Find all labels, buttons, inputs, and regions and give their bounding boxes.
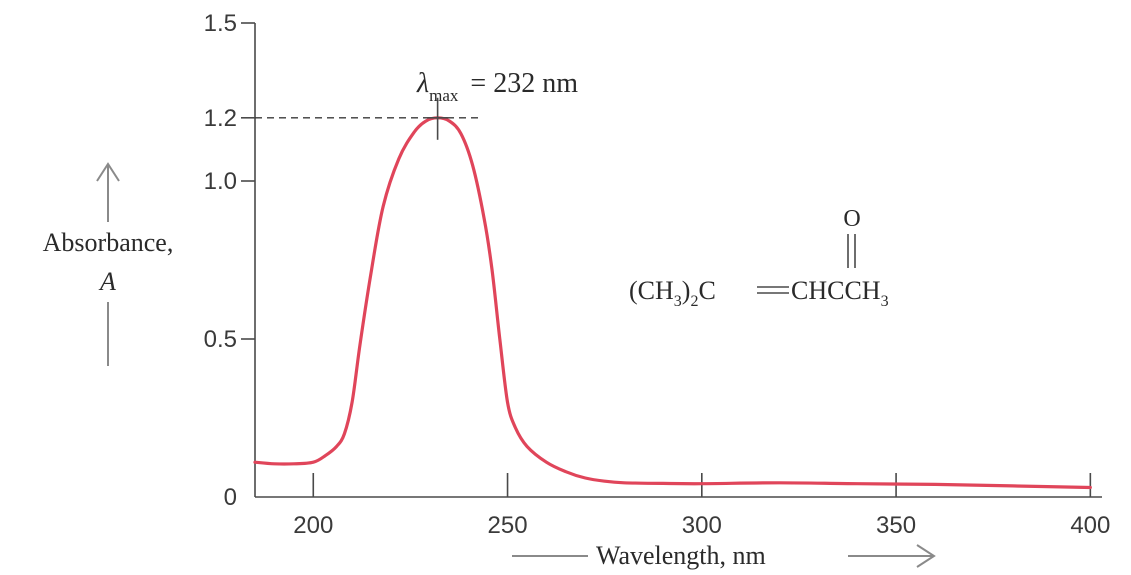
lambda-subscript: max [429,86,459,105]
peak-annotation: λmax = 232 nm [255,68,578,140]
molecule-structure: O (CH3)2C CHCCH3 [629,206,889,310]
x-tick-label: 250 [488,512,528,539]
y-tick-label: 0 [224,484,237,511]
y-tick-label: 1.2 [204,105,237,132]
x-tick-label: 350 [876,512,916,539]
lambda-value: = 232 nm [470,68,578,99]
y-axis-label-line2: A [98,267,116,296]
x-axis-label: Wavelength, nm [596,541,766,570]
y-axis-label-line1: Absorbance, [43,228,174,257]
molecule-formula: (CH3)2C [629,276,716,310]
x-ticks: 200 250 300 350 400 [293,473,1110,539]
y-axis-label-group: Absorbance, A [43,162,174,366]
y-tick-label: 0.5 [204,326,237,353]
lambda-symbol: λ [416,68,429,99]
y-ticks: 0 0.5 1.0 1.2 1.5 [204,10,255,511]
y-tick-label: 1.0 [204,168,237,195]
lambda-max-label: λmax = 232 nm [416,68,578,105]
y-up-arrow-icon [96,162,120,222]
molecule-formula-right: CHCCH3 [791,276,889,310]
y-tick-label: 1.5 [204,10,237,37]
carbonyl-oxygen: O [843,206,860,232]
x-right-arrow-icon [848,544,936,568]
axes [254,23,1102,498]
series-layer [253,116,1092,490]
x-tick-label: 300 [682,512,722,539]
x-tick-label: 400 [1070,512,1110,539]
absorbance-curve [253,116,1092,490]
x-axis-label-group: Wavelength, nm [512,541,936,570]
x-tick-label: 200 [293,512,333,539]
